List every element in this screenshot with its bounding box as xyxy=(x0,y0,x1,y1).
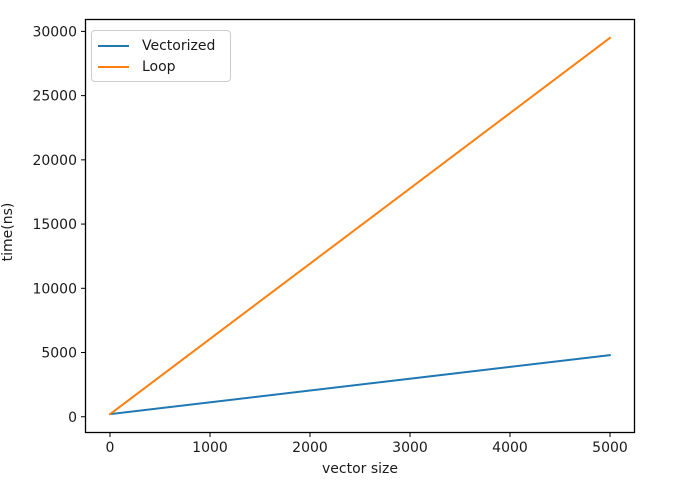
legend-label: Vectorized xyxy=(142,37,216,54)
legend-label: Loop xyxy=(142,58,176,75)
x-tick-label: 0 xyxy=(106,440,115,456)
x-tick-label: 3000 xyxy=(392,440,428,456)
x-tick-label: 2000 xyxy=(292,440,328,456)
legend: Vectorized Loop xyxy=(91,30,231,82)
y-tick-label: 15000 xyxy=(32,217,77,233)
x-axis-label: vector size xyxy=(321,461,398,477)
y-tick-label: 20000 xyxy=(32,153,77,169)
series-line-vectorized xyxy=(109,354,611,416)
x-tick-label: 1000 xyxy=(192,440,228,456)
axes-spines xyxy=(84,18,636,434)
y-tick-label: 10000 xyxy=(32,281,77,297)
y-axis-label: time(ns) xyxy=(0,202,16,262)
x-tick-label: 4000 xyxy=(492,440,528,456)
series-line-loop xyxy=(109,36,611,416)
legend-line-sample xyxy=(98,65,129,68)
y-tick-label: 25000 xyxy=(32,89,77,105)
legend-entry: Vectorized xyxy=(98,39,224,53)
legend-entry: Loop xyxy=(98,60,224,74)
y-tick-label: 5000 xyxy=(41,346,77,362)
legend-line-sample xyxy=(98,44,129,47)
y-tick-label: 0 xyxy=(68,410,77,426)
y-tick-label: 30000 xyxy=(32,24,77,40)
x-tick-label: 5000 xyxy=(592,440,628,456)
